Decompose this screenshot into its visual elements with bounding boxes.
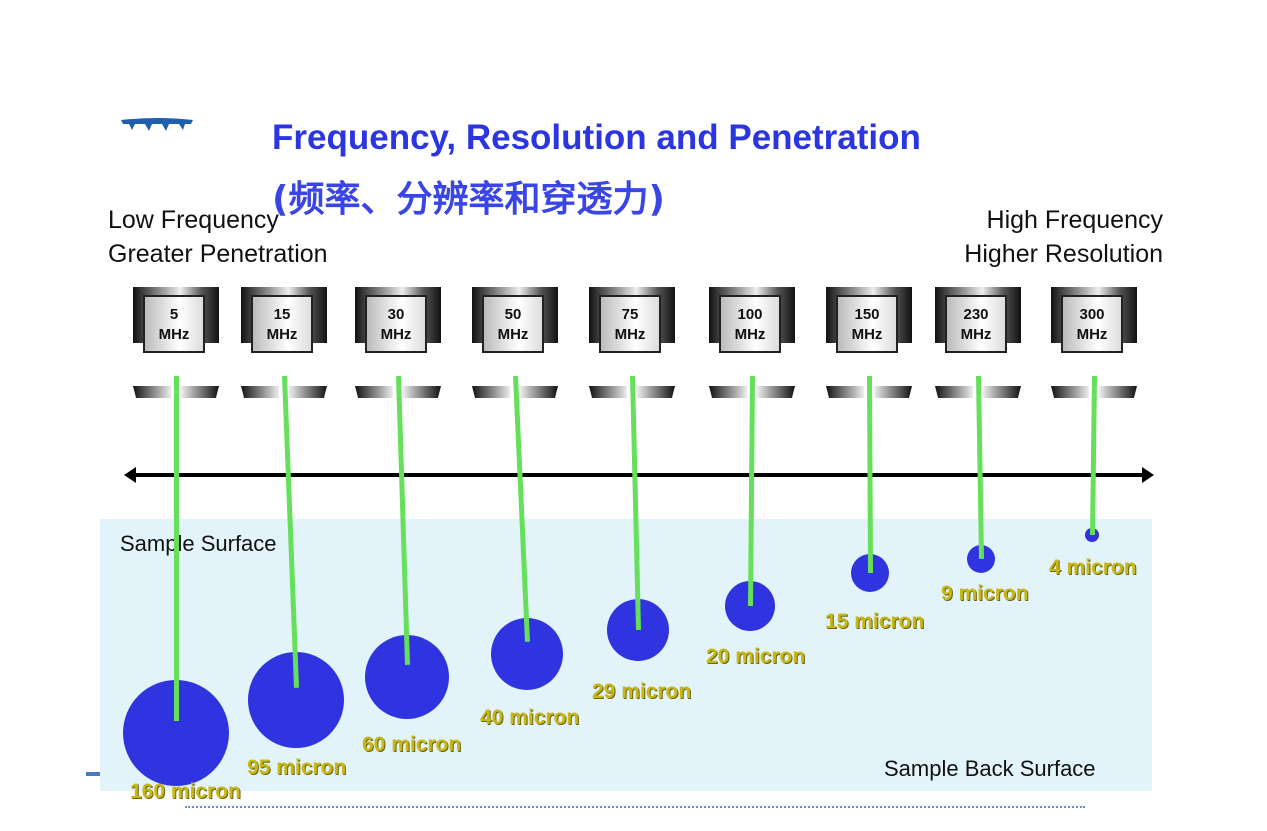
lens-half [935, 386, 973, 398]
spot-size-label: 160 micron [130, 780, 241, 803]
greater-penetration-text: Greater Penetration [108, 240, 328, 268]
frequency-label: 15 MHz [251, 295, 313, 353]
low-frequency-label: Low Frequency Greater Penetration [108, 203, 328, 271]
frequency-unit: MHz [497, 326, 529, 343]
lens [472, 386, 558, 398]
frequency-value: 50 [504, 306, 522, 323]
spot-size-label: 15 micron [825, 610, 925, 633]
frequency-value: 5 [169, 306, 179, 323]
frequency-unit: MHz [158, 326, 190, 343]
transducer-50mhz: 50 MHz [472, 287, 558, 353]
frequency-value: 230 [963, 306, 989, 323]
lens [826, 386, 912, 398]
frequency-value: 30 [387, 306, 405, 323]
spot-size-label: 60 micron [362, 733, 462, 756]
focal-spot [1085, 528, 1099, 542]
frequency-unit: MHz [380, 326, 412, 343]
transducer-15mhz: 15 MHz [241, 287, 327, 353]
lens-half [133, 386, 171, 398]
spot-size-label: 20 micron [706, 645, 806, 668]
arrow-right-icon [1142, 467, 1154, 483]
lens-half [874, 386, 912, 398]
frequency-unit: MHz [960, 326, 992, 343]
lens-half [520, 386, 558, 398]
lens [589, 386, 675, 398]
lens-half [355, 386, 393, 398]
frequency-axis [128, 473, 1150, 477]
frequency-unit: MHz [851, 326, 883, 343]
lens-half [709, 386, 747, 398]
frequency-label: 150 MHz [836, 295, 898, 353]
frequency-value: 75 [621, 306, 639, 323]
footer-divider [185, 806, 1085, 808]
transducer-75mhz: 75 MHz [589, 287, 675, 353]
high-frequency-label: High Frequency Higher Resolution [964, 203, 1163, 271]
sample-surface-label: Sample Surface [120, 531, 277, 556]
frequency-label: 50 MHz [482, 295, 544, 353]
frequency-label: 75 MHz [599, 295, 661, 353]
lens [241, 386, 327, 398]
transducer-150mhz: 150 MHz [826, 287, 912, 353]
lens-half [472, 386, 510, 398]
frequency-value: 150 [854, 306, 880, 323]
frequency-label: 230 MHz [945, 295, 1007, 353]
lens [709, 386, 795, 398]
frequency-value: 15 [273, 306, 291, 323]
lens-half [181, 386, 219, 398]
slide-title: Frequency, Resolution and Penetration [272, 118, 921, 157]
lens-half [1051, 386, 1089, 398]
frequency-label: 100 MHz [719, 295, 781, 353]
ultrasound-beam [174, 376, 179, 721]
frequency-unit: MHz [1076, 326, 1108, 343]
transducer-5mhz: 5 MHz [133, 287, 219, 353]
spot-size-label: 9 micron [941, 582, 1029, 605]
frequency-label: 300 MHz [1061, 295, 1123, 353]
high-frequency-text: High Frequency [986, 206, 1163, 234]
frequency-value: 100 [737, 306, 763, 323]
transducer-100mhz: 100 MHz [709, 287, 795, 353]
lens-half [403, 386, 441, 398]
lens-half [1099, 386, 1137, 398]
transducer-230mhz: 230 MHz [935, 287, 1021, 353]
spot-size-label: 95 micron [247, 756, 347, 779]
ultrasound-beam [1090, 375, 1097, 536]
footer-marker [86, 772, 100, 776]
lens-half [589, 386, 627, 398]
lens [935, 386, 1021, 398]
frequency-unit: MHz [614, 326, 646, 343]
lens-half [826, 386, 864, 398]
frequency-unit: MHz [266, 326, 298, 343]
lens-half [241, 386, 279, 398]
spot-size-label: 4 micron [1049, 556, 1137, 579]
slide-subtitle: (频率、分辨率和穿透力) [272, 179, 665, 220]
lens-half [983, 386, 1021, 398]
sample-back-surface-label: Sample Back Surface [884, 756, 1096, 781]
lens [1051, 386, 1137, 398]
ultrasound-beam [867, 375, 873, 574]
arrow-left-icon [124, 467, 136, 483]
transducer-300mhz: 300 MHz [1051, 287, 1137, 353]
frequency-value: 300 [1079, 306, 1105, 323]
frequency-label: 5 MHz [143, 295, 205, 353]
spot-size-label: 40 micron [480, 706, 580, 729]
lens-half [757, 386, 795, 398]
transducer-30mhz: 30 MHz [355, 287, 441, 353]
low-frequency-text: Low Frequency [108, 206, 279, 234]
higher-resolution-text: Higher Resolution [964, 240, 1163, 268]
logo-icon [121, 118, 193, 131]
lens-half [637, 386, 675, 398]
lens [355, 386, 441, 398]
lens [133, 386, 219, 398]
frequency-label: 30 MHz [365, 295, 427, 353]
frequency-unit: MHz [734, 326, 766, 343]
lens-half [289, 386, 327, 398]
spot-size-label: 29 micron [592, 680, 692, 703]
